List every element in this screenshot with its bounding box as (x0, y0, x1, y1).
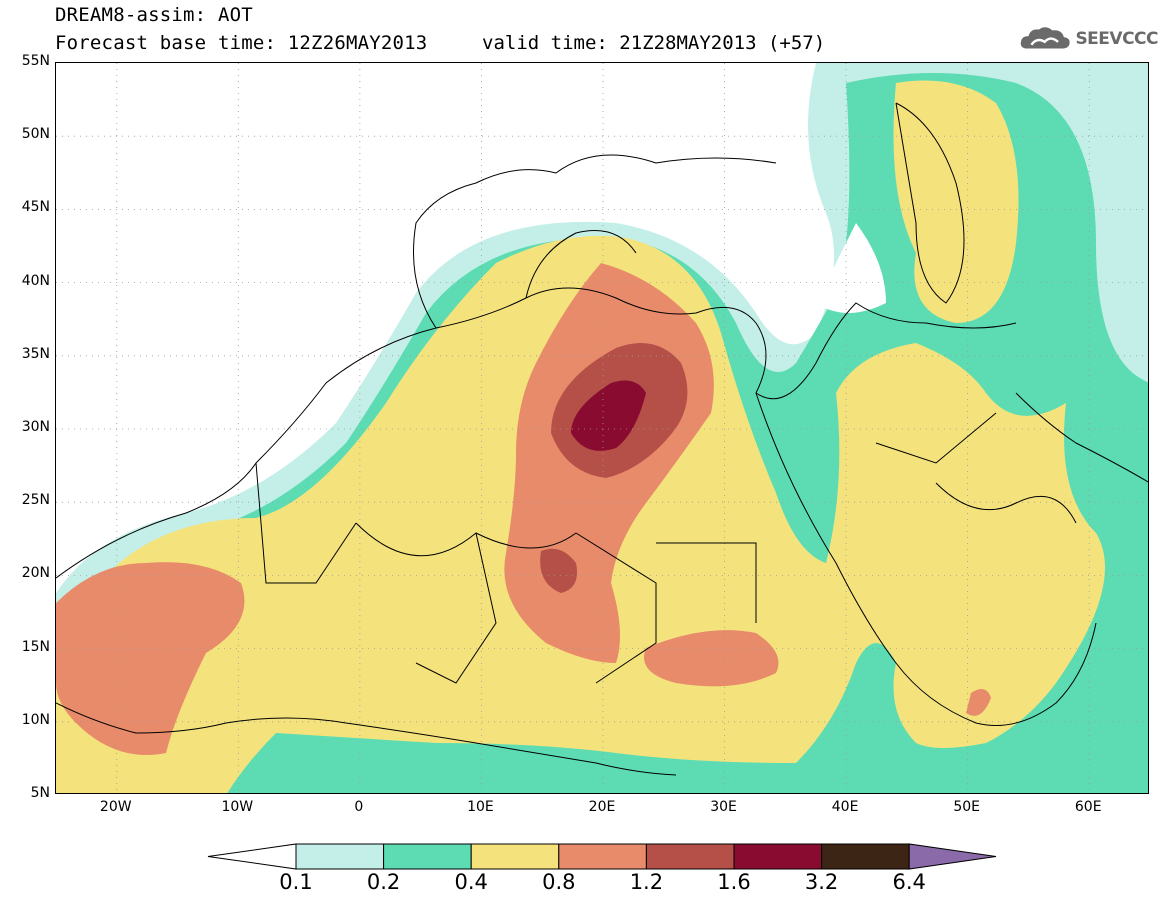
lat-label-50N: 50N (21, 126, 50, 143)
colorbar-level-label: 0.8 (542, 870, 576, 894)
seevccc-logo: SEEVCCC (1018, 22, 1158, 56)
lon-label-30E: 30E (710, 799, 737, 815)
aot-colorbar (207, 843, 997, 870)
aot-fill-1.6-3.2 (571, 380, 646, 451)
colorbar-level-label: 0.4 (454, 870, 488, 894)
logo-text: SEEVCCC (1075, 29, 1158, 49)
lat-label-15N: 15N (21, 638, 50, 655)
lon-label-10E: 10E (467, 799, 494, 815)
colorbar-level-label: 6.4 (892, 870, 926, 894)
chart-title: DREAM8-assim: AOT (55, 4, 253, 26)
colorbar-cell (383, 843, 472, 870)
lat-label-30N: 30N (21, 419, 50, 435)
colorbar-level-label: 0.2 (366, 870, 401, 894)
colorbar-cell (558, 843, 647, 870)
colorbar-cell (821, 843, 910, 870)
lon-label-0: 0 (354, 799, 364, 815)
lon-label-50E: 50E (953, 799, 980, 815)
lat-label-55N: 55N (21, 53, 50, 69)
lat-label-35N: 35N (21, 345, 50, 362)
forecast-base-time: Forecast base time: 12Z26MAY2013 (55, 32, 428, 54)
map-plot (55, 62, 1149, 794)
colorbar-under-triangle (207, 843, 297, 870)
lon-label-20W: 20W (99, 799, 132, 815)
aot-map (56, 63, 1148, 793)
lat-label-25N: 25N (21, 492, 50, 509)
lat-label-20N: 20N (21, 565, 50, 582)
valid-time: valid time: 21Z28MAY2013 (+57) (482, 32, 826, 54)
colorbar-over-triangle (908, 843, 997, 870)
clear-regions (56, 63, 886, 543)
lon-label-60E: 60E (1074, 799, 1102, 815)
colorbar-cell (295, 843, 385, 870)
colorbar-cell (645, 843, 735, 870)
graticule (56, 63, 1148, 793)
lat-label-45N: 45N (21, 199, 50, 216)
coastlines (56, 102, 1148, 776)
lon-label-10W: 10W (221, 799, 254, 815)
lat-label-10N: 10N (21, 711, 50, 728)
colorbar-cell (470, 843, 560, 870)
cloud-icon (1020, 27, 1070, 49)
colorbar-level-label: 1.6 (717, 870, 751, 894)
lat-label-5N: 5N (30, 785, 50, 801)
colorbar-level-label: 1.2 (629, 870, 664, 894)
lat-label-40N: 40N (21, 272, 50, 289)
lon-label-40E: 40E (831, 799, 859, 815)
colorbar-level-label: 0.1 (279, 870, 313, 894)
colorbar-level-label: 3.2 (804, 870, 839, 894)
colorbar-cell (733, 843, 823, 870)
lon-label-20E: 20E (588, 799, 616, 815)
